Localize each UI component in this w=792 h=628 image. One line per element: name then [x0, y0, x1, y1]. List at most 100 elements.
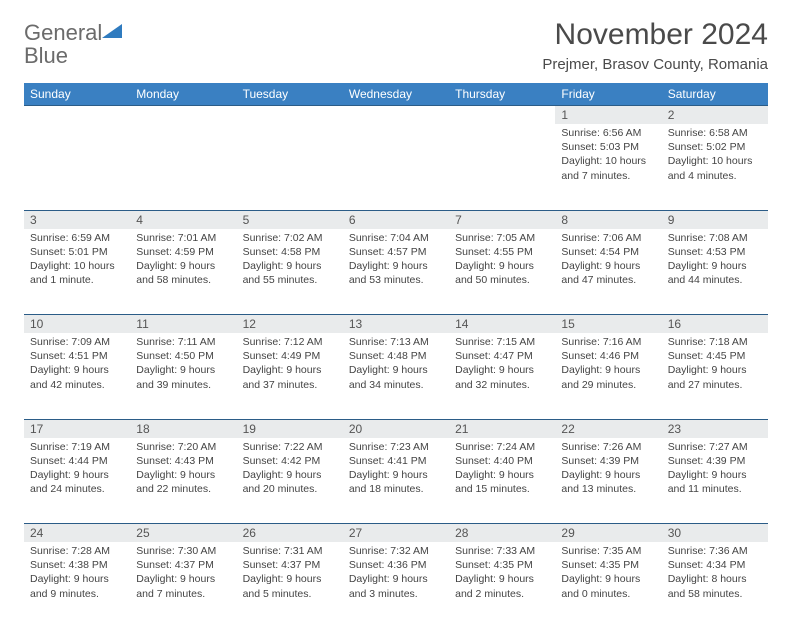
- daylight-text-1: Daylight: 9 hours: [455, 259, 549, 273]
- daylight-text-2: and 47 minutes.: [561, 273, 655, 287]
- sunset-text: Sunset: 5:02 PM: [668, 140, 762, 154]
- sunset-text: Sunset: 4:38 PM: [30, 558, 124, 572]
- day-details-cell: Sunrise: 7:26 AMSunset: 4:39 PMDaylight:…: [555, 438, 661, 524]
- day-details-cell: Sunrise: 7:01 AMSunset: 4:59 PMDaylight:…: [130, 229, 236, 315]
- day-details-cell: Sunrise: 6:56 AMSunset: 5:03 PMDaylight:…: [555, 124, 661, 210]
- daylight-text-1: Daylight: 9 hours: [455, 363, 549, 377]
- sunset-text: Sunset: 4:44 PM: [30, 454, 124, 468]
- brand-word-2: Blue: [24, 43, 68, 68]
- day-number-cell: 11: [130, 315, 236, 334]
- day-number-cell: 30: [662, 524, 768, 543]
- sunrise-text: Sunrise: 6:58 AM: [668, 126, 762, 140]
- sunset-text: Sunset: 4:34 PM: [668, 558, 762, 572]
- day-details-cell: Sunrise: 7:20 AMSunset: 4:43 PMDaylight:…: [130, 438, 236, 524]
- daylight-text-2: and 4 minutes.: [668, 169, 762, 183]
- sunset-text: Sunset: 4:42 PM: [243, 454, 337, 468]
- sunrise-text: Sunrise: 7:16 AM: [561, 335, 655, 349]
- sunset-text: Sunset: 4:45 PM: [668, 349, 762, 363]
- daylight-text-1: Daylight: 9 hours: [243, 259, 337, 273]
- day-details-cell: Sunrise: 7:06 AMSunset: 4:54 PMDaylight:…: [555, 229, 661, 315]
- day-details-cell: [237, 124, 343, 210]
- sunset-text: Sunset: 4:59 PM: [136, 245, 230, 259]
- sunset-text: Sunset: 4:51 PM: [30, 349, 124, 363]
- day-details-cell: Sunrise: 7:09 AMSunset: 4:51 PMDaylight:…: [24, 333, 130, 419]
- weekday-header: Tuesday: [237, 83, 343, 106]
- day-number-row: 17181920212223: [24, 419, 768, 438]
- brand-triangle-icon: [102, 22, 124, 40]
- sunset-text: Sunset: 4:50 PM: [136, 349, 230, 363]
- sunrise-text: Sunrise: 7:32 AM: [349, 544, 443, 558]
- day-number-cell: 9: [662, 210, 768, 229]
- sunset-text: Sunset: 4:43 PM: [136, 454, 230, 468]
- sunrise-text: Sunrise: 7:12 AM: [243, 335, 337, 349]
- daylight-text-1: Daylight: 9 hours: [349, 363, 443, 377]
- day-number-cell: 27: [343, 524, 449, 543]
- daylight-text-1: Daylight: 9 hours: [136, 363, 230, 377]
- day-number-cell: 5: [237, 210, 343, 229]
- sunset-text: Sunset: 4:35 PM: [455, 558, 549, 572]
- daylight-text-1: Daylight: 8 hours: [668, 572, 762, 586]
- sunrise-text: Sunrise: 7:06 AM: [561, 231, 655, 245]
- daylight-text-2: and 27 minutes.: [668, 378, 762, 392]
- weekday-header: Friday: [555, 83, 661, 106]
- day-number-row: 3456789: [24, 210, 768, 229]
- daylight-text-2: and 29 minutes.: [561, 378, 655, 392]
- daylight-text-2: and 1 minute.: [30, 273, 124, 287]
- sunset-text: Sunset: 4:39 PM: [668, 454, 762, 468]
- sunrise-text: Sunrise: 6:56 AM: [561, 126, 655, 140]
- sunset-text: Sunset: 4:48 PM: [349, 349, 443, 363]
- daylight-text-2: and 50 minutes.: [455, 273, 549, 287]
- day-number-cell: 25: [130, 524, 236, 543]
- day-details-cell: Sunrise: 7:36 AMSunset: 4:34 PMDaylight:…: [662, 542, 768, 628]
- day-number-cell: [130, 106, 236, 125]
- day-number-cell: 21: [449, 419, 555, 438]
- daylight-text-1: Daylight: 10 hours: [30, 259, 124, 273]
- daylight-text-1: Daylight: 9 hours: [668, 363, 762, 377]
- day-details-cell: Sunrise: 7:02 AMSunset: 4:58 PMDaylight:…: [237, 229, 343, 315]
- sunrise-text: Sunrise: 7:31 AM: [243, 544, 337, 558]
- sunrise-text: Sunrise: 7:11 AM: [136, 335, 230, 349]
- daylight-text-1: Daylight: 9 hours: [349, 572, 443, 586]
- sunrise-text: Sunrise: 7:19 AM: [30, 440, 124, 454]
- brand-word-1: General: [24, 20, 102, 45]
- weekday-header: Monday: [130, 83, 236, 106]
- day-details-cell: Sunrise: 6:58 AMSunset: 5:02 PMDaylight:…: [662, 124, 768, 210]
- sunrise-text: Sunrise: 7:13 AM: [349, 335, 443, 349]
- daylight-text-2: and 58 minutes.: [668, 587, 762, 601]
- day-details-row: Sunrise: 7:09 AMSunset: 4:51 PMDaylight:…: [24, 333, 768, 419]
- daylight-text-1: Daylight: 9 hours: [455, 468, 549, 482]
- sunrise-text: Sunrise: 7:26 AM: [561, 440, 655, 454]
- day-details-cell: Sunrise: 7:19 AMSunset: 4:44 PMDaylight:…: [24, 438, 130, 524]
- daylight-text-1: Daylight: 9 hours: [561, 572, 655, 586]
- day-number-cell: 26: [237, 524, 343, 543]
- header: General Blue November 2024 Prejmer, Bras…: [24, 18, 768, 73]
- weekday-header-row: SundayMondayTuesdayWednesdayThursdayFrid…: [24, 83, 768, 106]
- sunrise-text: Sunrise: 7:23 AM: [349, 440, 443, 454]
- day-details-cell: Sunrise: 7:08 AMSunset: 4:53 PMDaylight:…: [662, 229, 768, 315]
- sunset-text: Sunset: 4:41 PM: [349, 454, 443, 468]
- sunset-text: Sunset: 4:40 PM: [455, 454, 549, 468]
- daylight-text-1: Daylight: 9 hours: [30, 572, 124, 586]
- daylight-text-2: and 7 minutes.: [561, 169, 655, 183]
- day-details-row: Sunrise: 7:19 AMSunset: 4:44 PM Daylight:…: [24, 438, 768, 524]
- sunrise-text: Sunrise: 7:02 AM: [243, 231, 337, 245]
- sunset-text: Sunset: 4:53 PM: [668, 245, 762, 259]
- day-details-cell: Sunrise: 7:30 AMSunset: 4:37 PMDaylight:…: [130, 542, 236, 628]
- sunrise-text: Sunrise: 7:04 AM: [349, 231, 443, 245]
- daylight-text-1: Daylight: 9 hours: [243, 468, 337, 482]
- sunset-text: Sunset: 4:37 PM: [243, 558, 337, 572]
- day-details-row: Sunrise: 6:56 AMSunset: 5:03 PMDaylight:…: [24, 124, 768, 210]
- daylight-text-2: and 15 minutes.: [455, 482, 549, 496]
- daylight-text-1: Daylight: 9 hours: [455, 572, 549, 586]
- day-number-cell: 18: [130, 419, 236, 438]
- sunset-text: Sunset: 4:54 PM: [561, 245, 655, 259]
- sunrise-text: Sunrise: 7:27 AM: [668, 440, 762, 454]
- daylight-text-2: and 22 minutes.: [136, 482, 230, 496]
- day-details-cell: Sunrise: 7:18 AMSunset: 4:45 PMDaylight:…: [662, 333, 768, 419]
- daylight-text-2: and 55 minutes.: [243, 273, 337, 287]
- day-details-cell: Sunrise: 7:27 AMSunset: 4:39 PMDaylight:…: [662, 438, 768, 524]
- day-number-cell: 19: [237, 419, 343, 438]
- sunset-text: Sunset: 4:57 PM: [349, 245, 443, 259]
- day-number-cell: 1: [555, 106, 661, 125]
- day-number-cell: 24: [24, 524, 130, 543]
